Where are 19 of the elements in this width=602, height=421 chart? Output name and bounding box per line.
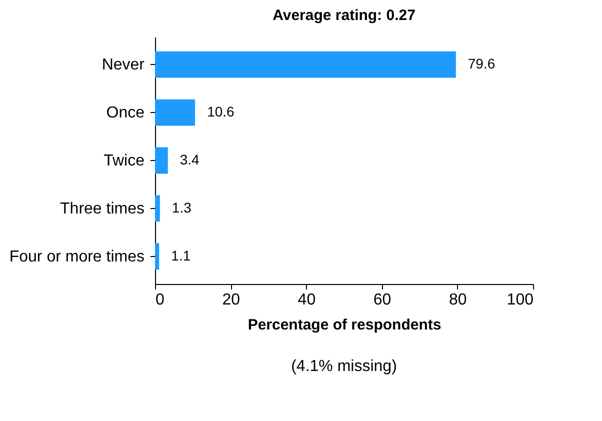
y-tick-label: Twice [104,152,145,170]
y-tick-label: Once [106,104,145,122]
y-tick-label: Four or more times [9,248,144,266]
x-tick-label: 100 [506,292,534,308]
x-tick-label: 20 [222,292,240,308]
data-label: 3.4 [180,152,200,168]
x-tick-label: 40 [298,292,316,308]
data-label: 79.6 [468,56,496,72]
data-label: 1.3 [172,199,192,216]
x-tick-label: 80 [449,292,467,308]
y-tick-label: Three times [60,200,144,218]
text: (4.1% missing) [291,358,397,375]
x-tick-label: 60 [373,292,392,308]
x-axis-title: Percentage of respondents [248,316,442,334]
data-label: 10.6 [207,104,235,120]
x-tick-label: 0 [156,292,164,308]
chart-title: Average rating: 0.27 [272,7,416,24]
y-tick-label: Never [102,56,146,74]
data-label: 1.1 [171,247,191,264]
